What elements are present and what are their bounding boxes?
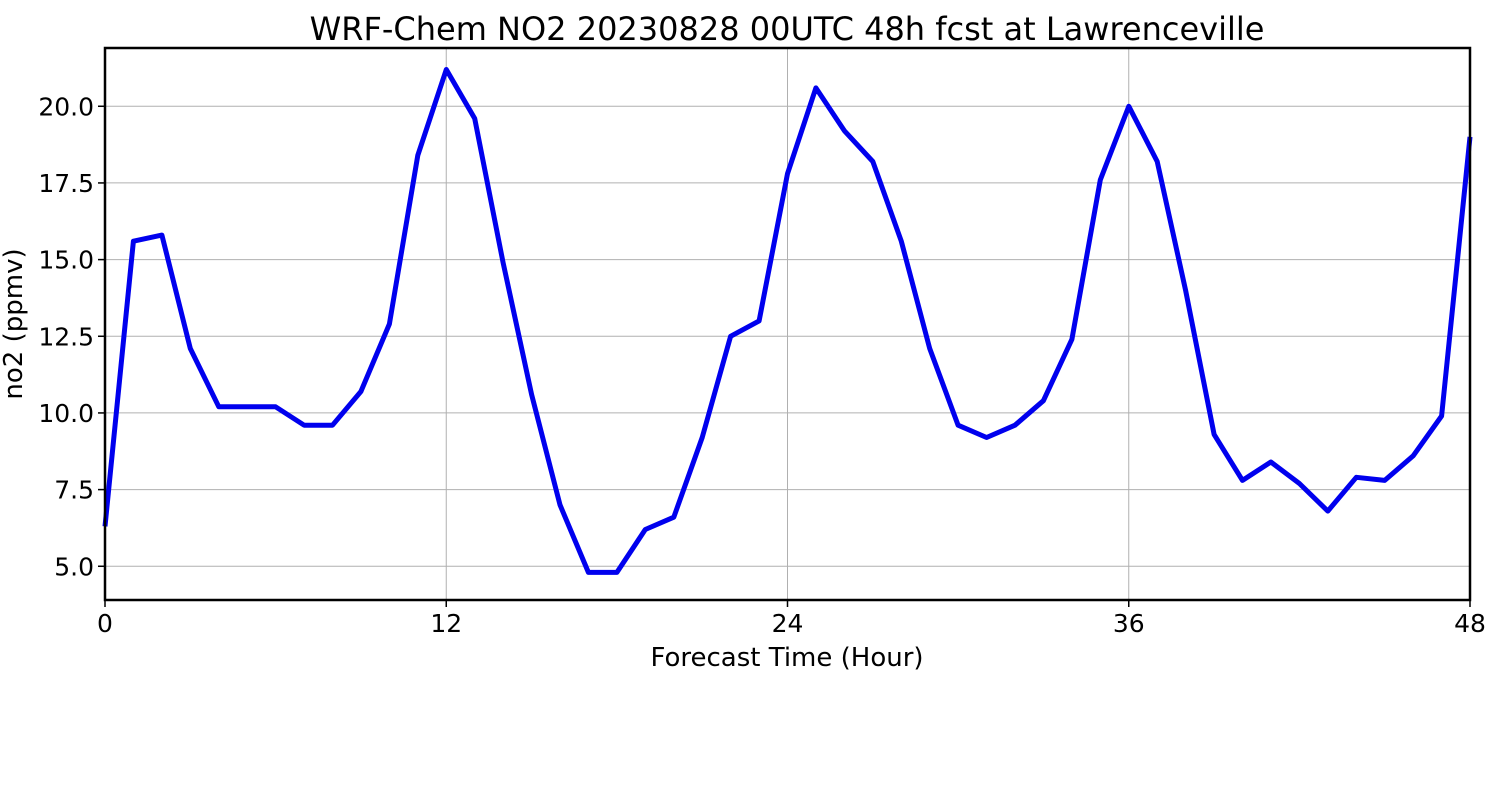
x-tick-label: 36 xyxy=(1113,609,1145,638)
grid xyxy=(104,48,1471,600)
y-tick-label: 15.0 xyxy=(38,246,94,275)
y-tick-label: 10.0 xyxy=(38,399,94,428)
x-axis-label: Forecast Time (Hour) xyxy=(650,643,923,673)
x-tick-label: 24 xyxy=(772,609,804,638)
series-group xyxy=(102,67,1473,575)
y-tick-label: 17.5 xyxy=(38,169,94,198)
y-axis-label: no2 (ppmv) xyxy=(0,248,29,399)
x-axis: 0 12 24 36 48 xyxy=(97,600,1486,638)
y-tick-label: 5.0 xyxy=(54,552,94,581)
chart-title: WRF-Chem NO2 20230828 00UTC 48h fcst at … xyxy=(310,10,1265,48)
x-tick-label: 0 xyxy=(97,609,113,638)
y-tick-label: 12.5 xyxy=(38,322,94,351)
no2-series-line xyxy=(102,67,1473,575)
y-tick-label: 20.0 xyxy=(38,92,94,121)
x-tick-label: 48 xyxy=(1454,609,1486,638)
x-tick-label: 12 xyxy=(430,609,462,638)
y-tick-label: 7.5 xyxy=(54,476,94,505)
y-axis: 5.0 7.5 10.0 12.5 15.0 17.5 20.0 xyxy=(38,92,105,581)
